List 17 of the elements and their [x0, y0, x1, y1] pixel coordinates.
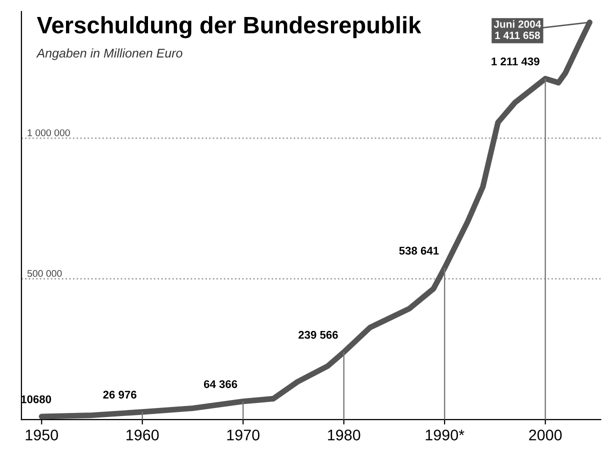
annotation: 10680 — [21, 395, 52, 404]
x-tick-label: 1990* — [426, 430, 464, 440]
chart-title: Verschuldung der Bundesrepublik — [36, 16, 422, 38]
y-tick-label: 1 000 000 — [28, 129, 70, 136]
x-tick-label: 2000 — [529, 430, 562, 440]
annotation: Juni 2004 1 411 658 — [494, 20, 542, 40]
x-tick-label: 1950 — [26, 430, 58, 440]
x-tick-label: 1980 — [328, 430, 360, 440]
y-tick-label: 500 000 — [27, 270, 62, 277]
text: Angaben in Millionen Euro — [36, 48, 182, 60]
annotation: 1 211 439 — [492, 57, 540, 66]
x-tick-label: 1960 — [126, 430, 159, 440]
annotation: 64 366 — [204, 380, 238, 388]
annotation: 538 641 — [399, 246, 439, 255]
annotation: 26 976 — [103, 390, 136, 399]
annotation: 239 566 — [298, 330, 338, 339]
x-tick-label: 1970 — [227, 430, 260, 440]
